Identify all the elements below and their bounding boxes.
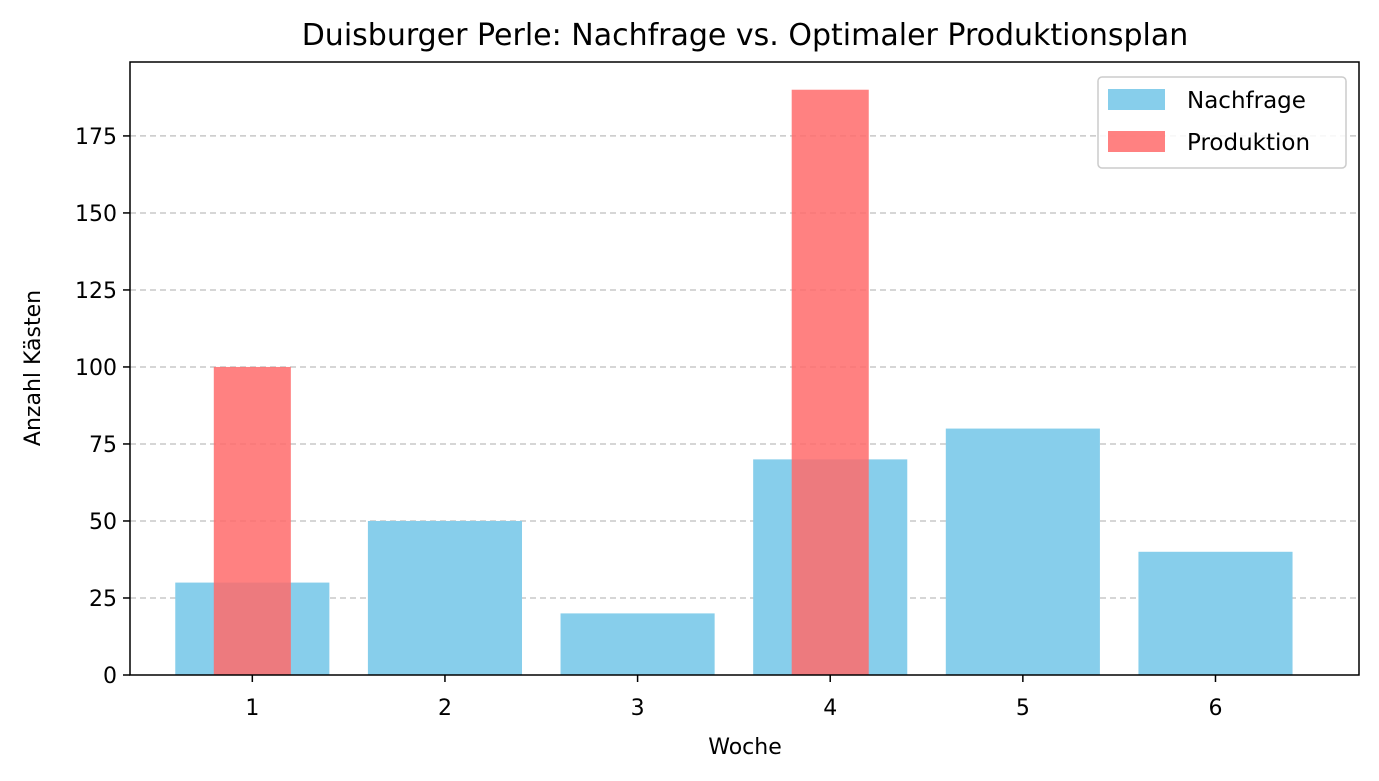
x-tick-label: 2 [438, 696, 452, 721]
bar-produktion-woche-1 [213, 366, 291, 675]
x-tick-label: 5 [1016, 696, 1030, 721]
y-tick-label: 100 [75, 356, 117, 381]
y-axis-label: Anzahl Kästen [21, 290, 46, 446]
y-tick-label: 175 [75, 125, 117, 150]
x-axis-label: Woche [708, 735, 782, 760]
x-axis: 1 2 3 4 5 6 [245, 675, 1222, 721]
grid-lines [130, 135, 1359, 599]
legend-label-produktion: Produktion [1187, 130, 1310, 156]
bar-produktion-woche-4 [791, 89, 869, 675]
bars [175, 89, 1293, 675]
x-tick-label: 1 [245, 696, 259, 721]
x-tick-label: 3 [631, 696, 645, 721]
bar-nachfrage-woche-5 [945, 428, 1100, 675]
chart-title: Duisburger Perle: Nachfrage vs. Optimale… [302, 18, 1189, 53]
y-tick-label: 50 [89, 510, 117, 535]
y-tick-label: 150 [75, 202, 117, 227]
legend-swatch-produktion [1108, 131, 1165, 152]
y-tick-label: 125 [75, 279, 117, 304]
y-axis: 0 25 50 75 100 125 150 175 [75, 125, 130, 689]
bar-nachfrage-woche-2 [367, 520, 523, 675]
bar-nachfrage-woche-6 [1138, 551, 1293, 675]
x-tick-label: 4 [823, 696, 837, 721]
plot-area [129, 61, 1360, 676]
y-tick-label: 75 [89, 433, 117, 458]
legend-label-nachfrage: Nachfrage [1187, 88, 1306, 114]
legend: Nachfrage Produktion [1097, 76, 1347, 169]
legend-swatch-nachfrage [1108, 89, 1165, 110]
x-tick-label: 6 [1208, 696, 1222, 721]
bar-nachfrage-woche-3 [560, 613, 715, 675]
y-tick-label: 0 [103, 664, 117, 689]
y-tick-label: 25 [89, 587, 117, 612]
